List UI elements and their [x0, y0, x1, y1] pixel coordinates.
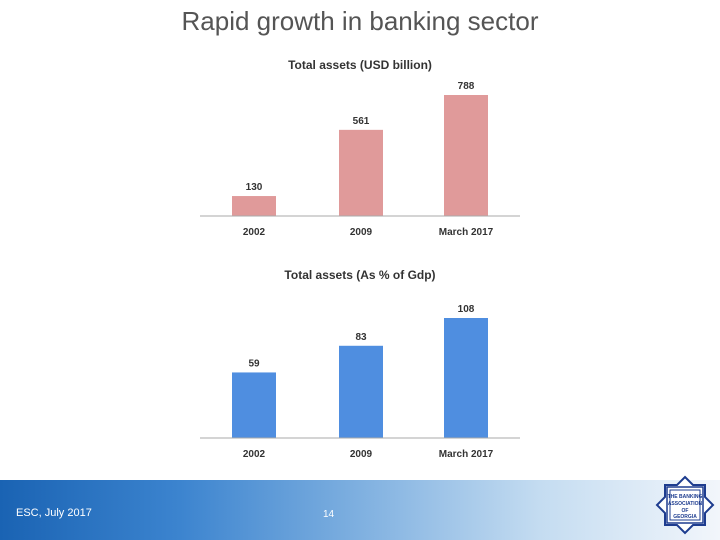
data-label: 788: [458, 81, 475, 92]
category-label: 2002: [243, 449, 266, 460]
category-label: 2009: [350, 227, 373, 238]
category-label: 2002: [243, 227, 266, 238]
data-label: 108: [458, 304, 475, 315]
category-label: March 2017: [439, 227, 494, 238]
bar-march-2017: [444, 95, 488, 216]
svg-text:THE BANKING: THE BANKING: [668, 494, 703, 500]
chart-title: Total assets (USD billion): [288, 58, 432, 72]
page-number: 14: [323, 509, 335, 520]
category-label: March 2017: [439, 449, 494, 460]
data-label: 59: [248, 358, 260, 369]
chart-title: Total assets (As % of Gdp): [284, 268, 435, 282]
data-label: 130: [246, 182, 263, 193]
usd-assets-chart: Total assets (USD billion) 130 2002 561 2009…: [200, 58, 520, 238]
footer-event-date: ESC, July 2017: [16, 507, 92, 519]
footer-bar: ESC, July 2017 14: [0, 480, 720, 540]
bar-2002: [232, 372, 276, 438]
data-label: 561: [353, 116, 370, 127]
data-label: 83: [355, 332, 367, 343]
bar-march-2017: [444, 318, 488, 438]
bar-2009: [339, 129, 383, 216]
slide-title: Rapid growth in banking sector: [181, 6, 539, 36]
svg-text:GEORGIA: GEORGIA: [673, 514, 697, 520]
bar-2009: [339, 345, 383, 438]
svg-text:OF: OF: [682, 508, 689, 514]
svg-text:ASSOCIATION: ASSOCIATION: [668, 501, 703, 507]
banking-association-logo: THE BANKING ASSOCIATION OF GEORGIA: [655, 475, 715, 535]
gdp-assets-chart: Total assets (As % of Gdp) 59 2002 83 2009 10…: [200, 268, 520, 460]
bar-2002: [232, 196, 276, 216]
category-label: 2009: [350, 449, 373, 460]
